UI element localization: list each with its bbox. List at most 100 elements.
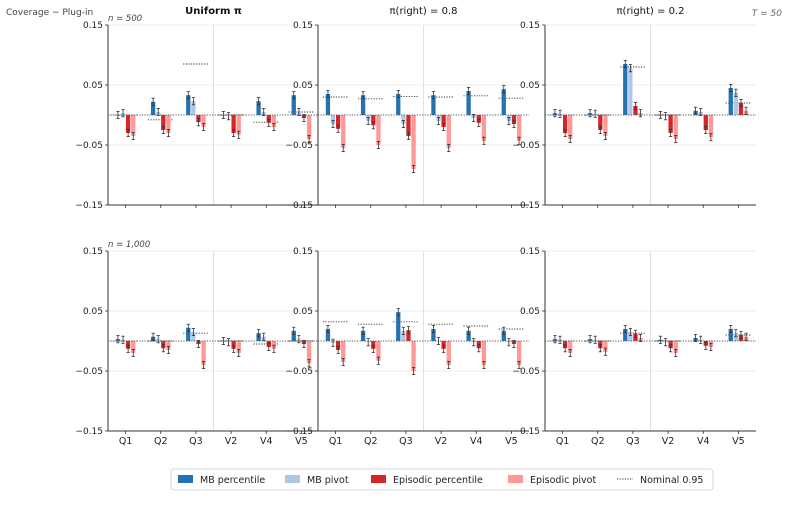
t-label: T = 50 (752, 9, 782, 19)
bar-episodic-percentile (231, 115, 236, 133)
panel-3: 0.15 0.05 −0.05 −0.15 π(right) = 0.2 (512, 6, 756, 211)
legend-label-episodic-percentile: Episodic percentile (393, 475, 483, 486)
bar-episodic-pivot (166, 341, 171, 350)
bar-episodic-pivot (516, 115, 522, 141)
bar-episodic-percentile (335, 341, 341, 350)
panel-5: 0.15 0.05 −0.05 −0.15 Q1 Q2 Q3 V2 V4 V5 (285, 247, 529, 447)
bar-episodic-pivot (446, 115, 451, 148)
bar-mb-percentile (360, 95, 366, 115)
corner-label: Coverage − Plug-in (6, 8, 93, 18)
y-tick-label: 0.15 (293, 247, 313, 257)
y-tick-label: 0.15 (293, 21, 313, 31)
bar-mb-pivot (733, 92, 739, 115)
panel-1: 0.15 0.05 −0.05 −0.15 Uniform π n = 500 (75, 6, 319, 211)
bar-episodic-pivot (481, 115, 487, 141)
x-tick-label-v5: V5 (295, 436, 308, 447)
bar-episodic-percentile (738, 103, 744, 115)
bar-episodic-pivot (673, 341, 678, 353)
panel-4: 0.15 0.05 −0.05 −0.15 n = 1,000 Q1 Q2 Q3 V2 V4 V5 (75, 240, 319, 447)
x-tick-label-q3: Q3 (189, 436, 203, 447)
panel-title: π(right) = 0.2 (617, 6, 685, 17)
panel-title: Uniform π (185, 6, 242, 17)
bar-episodic-percentile (598, 115, 603, 130)
legend-label-mb-pivot: MB pivot (307, 475, 349, 486)
bar-episodic-percentile (511, 115, 517, 124)
y-tick-label: −0.05 (285, 367, 313, 377)
y-tick-label: −0.15 (75, 427, 103, 437)
bar-episodic-pivot (446, 341, 451, 365)
x-tick-label-q1: Q1 (119, 436, 133, 447)
bar-mb-percentile (291, 95, 296, 115)
y-tick-label: −0.15 (75, 201, 103, 211)
bar-episodic-pivot (708, 115, 714, 138)
bar-mb-percentile (360, 330, 366, 341)
bar-mb-percentile (466, 91, 471, 115)
x-tick-label-q3: Q3 (626, 436, 640, 447)
y-tick-label: 0.05 (293, 81, 313, 91)
bar-episodic-pivot (201, 341, 206, 365)
x-tick-label-v4: V4 (697, 436, 710, 447)
bar-episodic-percentile (633, 106, 638, 115)
panel-title: π(right) = 0.8 (390, 6, 458, 17)
bar-mb-pivot (628, 332, 633, 341)
bar-mb-pivot (330, 115, 336, 124)
bar-episodic-pivot (271, 115, 277, 127)
y-tick-label: −0.15 (285, 201, 313, 211)
bar-episodic-percentile (161, 115, 166, 130)
x-tick-label-q3: Q3 (399, 436, 413, 447)
bar-episodic-percentile (335, 115, 341, 129)
y-tick-label: −0.05 (512, 141, 540, 151)
bar-episodic-percentile (703, 115, 708, 130)
bar-mb-percentile (466, 330, 471, 341)
legend-swatch-episodic-pivot (508, 475, 523, 483)
legend-item-episodic-pivot: Episodic pivot (508, 475, 596, 486)
bar-episodic-percentile (125, 115, 131, 133)
bar-episodic-pivot (481, 341, 487, 365)
x-tick-label-v2: V2 (225, 436, 238, 447)
x-tick-label-q2: Q2 (154, 436, 168, 447)
bar-mb-pivot (191, 101, 196, 115)
bar-mb-percentile (728, 88, 733, 115)
bar-episodic-percentile (371, 115, 376, 126)
bar-mb-percentile (431, 329, 436, 341)
legend-item-nominal: Nominal 0.95 (617, 475, 703, 486)
bar-mb-pivot (401, 115, 406, 124)
legend-swatch-episodic-percentile (371, 475, 386, 483)
bar-episodic-pivot (516, 341, 522, 365)
bar-mb-percentile (501, 89, 506, 115)
y-tick-label: 0.05 (83, 307, 103, 317)
bar-mb-percentile (623, 329, 628, 341)
x-tick-label-v5: V5 (505, 436, 518, 447)
bar-episodic-pivot (568, 115, 573, 139)
legend-item-episodic-percentile: Episodic percentile (371, 475, 483, 486)
x-tick-label-q2: Q2 (364, 436, 378, 447)
row-label: n = 1,000 (108, 240, 150, 250)
y-tick-label: −0.15 (512, 427, 540, 437)
x-tick-label-v2: V2 (662, 436, 675, 447)
bar-episodic-pivot (236, 341, 241, 353)
y-tick-label: 0.05 (520, 307, 540, 317)
legend-swatch-mb-percentile (178, 475, 193, 483)
x-tick-label-q2: Q2 (591, 436, 605, 447)
y-tick-label: 0.05 (83, 81, 103, 91)
y-tick-label: −0.15 (512, 201, 540, 211)
y-tick-label: −0.05 (75, 141, 103, 151)
bar-episodic-pivot (341, 341, 346, 362)
legend-label-episodic-pivot: Episodic pivot (530, 475, 596, 486)
bar-episodic-pivot (166, 115, 171, 133)
y-tick-label: 0.15 (83, 21, 103, 31)
y-tick-label: 0.15 (520, 21, 540, 31)
y-tick-label: 0.05 (520, 81, 540, 91)
bar-episodic-pivot (376, 115, 381, 145)
bar-episodic-pivot (603, 115, 608, 136)
bar-episodic-pivot (306, 115, 312, 139)
bar-mb-percentile (186, 327, 191, 341)
bar-episodic-percentile (668, 115, 673, 133)
row-label: n = 500 (108, 14, 142, 24)
x-tick-label-q1: Q1 (556, 436, 570, 447)
y-tick-label: −0.05 (75, 367, 103, 377)
bar-mb-percentile (396, 312, 401, 341)
bar-episodic-pivot (411, 115, 416, 169)
